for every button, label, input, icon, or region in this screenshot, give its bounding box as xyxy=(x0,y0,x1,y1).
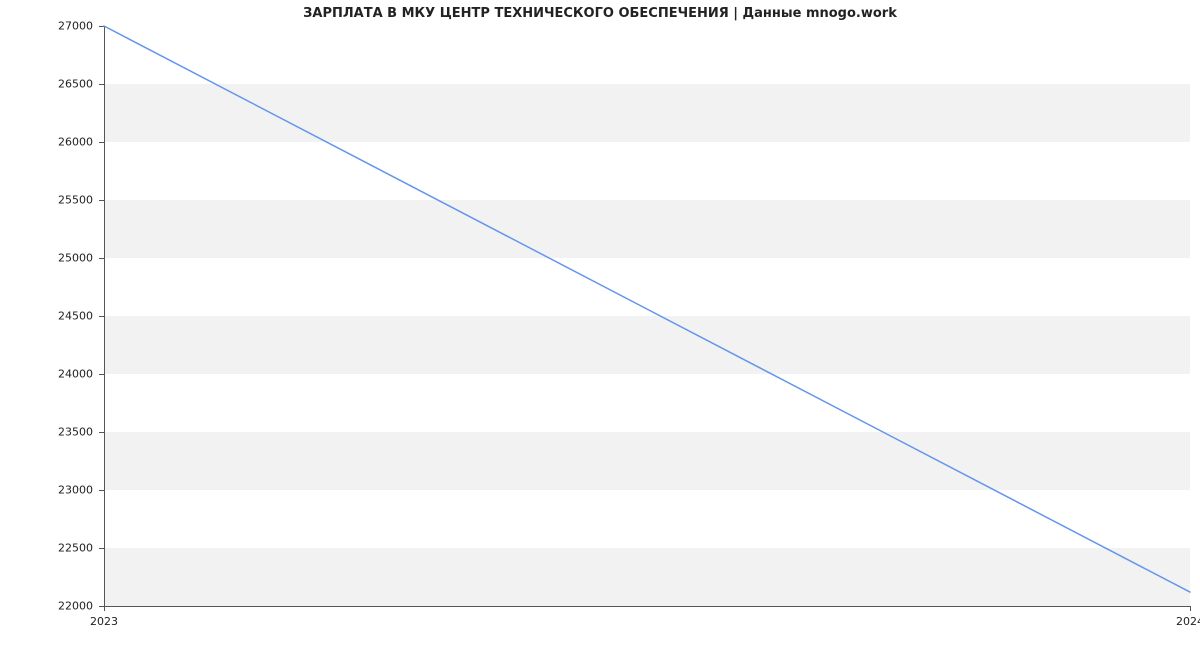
series-line-salary xyxy=(104,26,1190,592)
y-tick-label: 24500 xyxy=(34,310,93,323)
y-tick-label: 26000 xyxy=(34,136,93,149)
x-tick xyxy=(1190,606,1191,611)
x-tick-label: 2023 xyxy=(90,615,118,628)
x-tick-label: 2024 xyxy=(1176,615,1200,628)
y-tick-label: 22000 xyxy=(34,600,93,613)
y-tick-label: 25500 xyxy=(34,194,93,207)
plot-area: 2200022500230002350024000245002500025500… xyxy=(104,26,1190,606)
y-tick-label: 27000 xyxy=(34,20,93,33)
y-tick-label: 25000 xyxy=(34,252,93,265)
x-axis-line xyxy=(104,606,1190,607)
y-tick-label: 23500 xyxy=(34,426,93,439)
y-tick-label: 24000 xyxy=(34,368,93,381)
series-svg xyxy=(104,26,1190,606)
x-tick xyxy=(104,606,105,611)
salary-line-chart: ЗАРПЛАТА В МКУ ЦЕНТР ТЕХНИЧЕСКОГО ОБЕСПЕ… xyxy=(0,0,1200,650)
y-tick-label: 26500 xyxy=(34,78,93,91)
chart-title: ЗАРПЛАТА В МКУ ЦЕНТР ТЕХНИЧЕСКОГО ОБЕСПЕ… xyxy=(0,6,1200,21)
y-tick-label: 22500 xyxy=(34,542,93,555)
y-tick-label: 23000 xyxy=(34,484,93,497)
